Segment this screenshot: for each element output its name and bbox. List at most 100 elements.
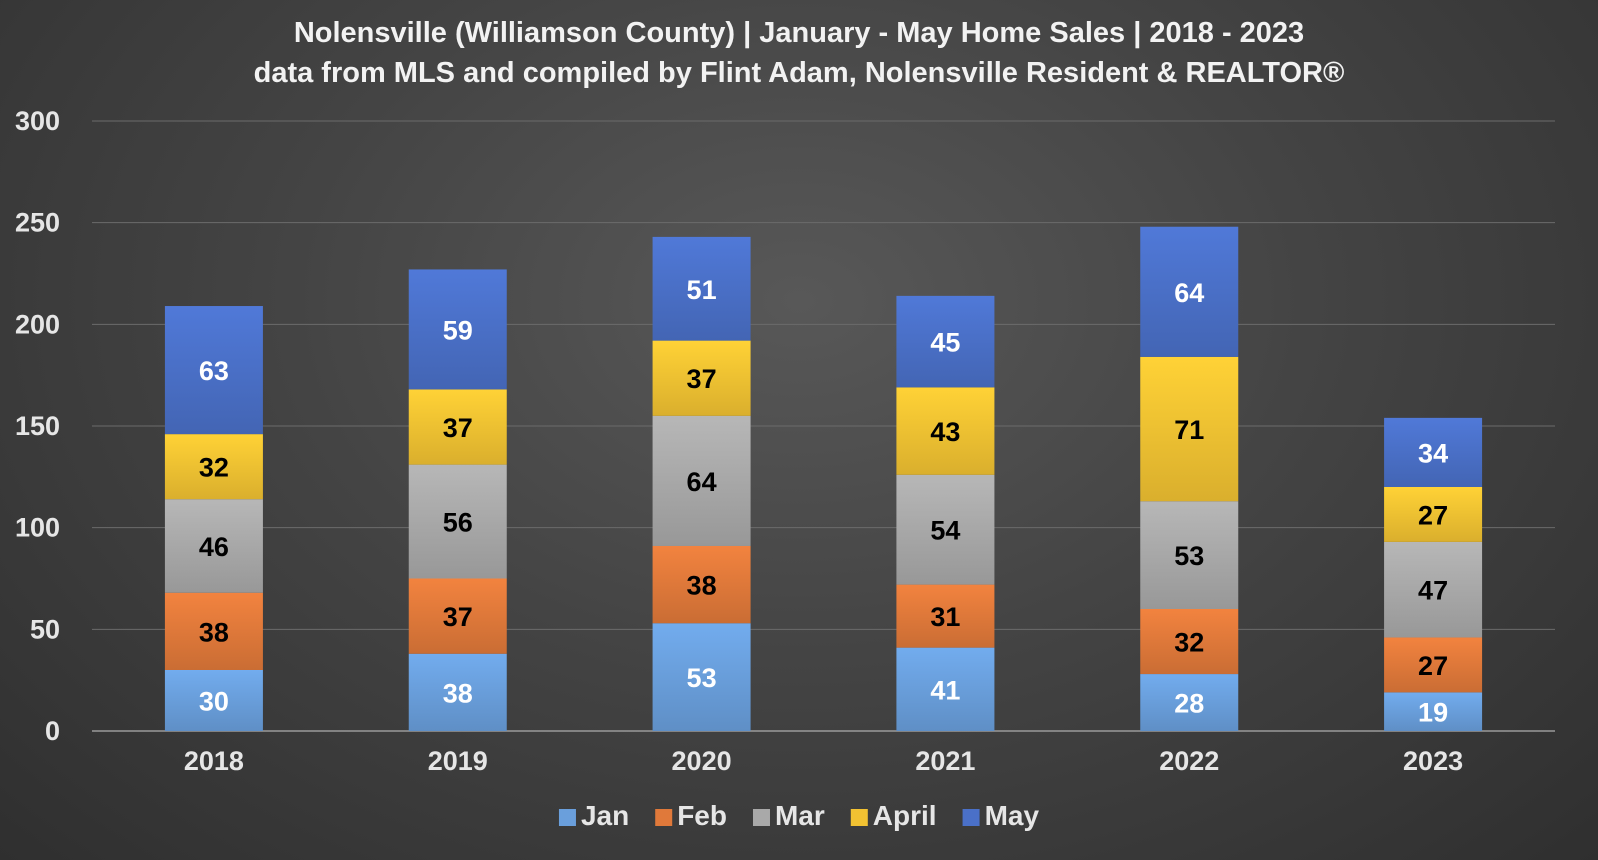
legend-swatch (655, 809, 673, 826)
x-tick-label: 2023 (1403, 746, 1463, 776)
legend-label: Feb (677, 800, 727, 831)
data-label: 37 (443, 602, 473, 632)
data-label: 46 (199, 532, 229, 562)
data-label: 31 (930, 602, 960, 632)
bar-segment-feb-2022 (1140, 609, 1239, 675)
bar-segment-feb-2019 (408, 578, 507, 654)
legend-swatch (962, 809, 980, 826)
bar-segment-may-2022 (1140, 226, 1239, 357)
data-label: 53 (1174, 541, 1204, 571)
data-label: 43 (930, 417, 960, 447)
bar-segment-mar-2021 (896, 474, 995, 585)
bar-segment-may-2020 (652, 236, 751, 341)
bar-segment-april-2019 (408, 389, 507, 465)
legend-item-april: April (850, 800, 937, 831)
x-tick-label: 2020 (672, 746, 732, 776)
data-label: 27 (1418, 651, 1448, 681)
bar-stack-2020: 53 38 64 37 51 (652, 236, 751, 731)
y-tick-label: 200 (15, 309, 60, 339)
data-label: 64 (1174, 278, 1204, 308)
y-axis-ticks: 0 50 100 150 200 250 300 (15, 106, 60, 746)
legend-label: Mar (775, 800, 825, 831)
legend-swatch (850, 809, 868, 826)
bar-segment-feb-2018 (164, 592, 263, 670)
bar-segment-jan-2019 (408, 653, 507, 731)
legend-label: Jan (581, 800, 629, 831)
bars: 30 38 46 32 63 38 37 56 37 59 53 38 64 37 51 41 31 54 43 45… (164, 226, 1483, 731)
y-tick-label: 100 (15, 513, 60, 543)
legend-item-mar: Mar (752, 800, 825, 831)
bar-segment-jan-2018 (164, 670, 263, 731)
data-label: 47 (1418, 576, 1448, 606)
y-tick-label: 150 (15, 411, 60, 441)
data-label: 27 (1418, 500, 1448, 530)
x-tick-label: 2019 (428, 746, 488, 776)
x-tick-label: 2018 (184, 746, 244, 776)
data-label: 59 (443, 315, 473, 345)
x-axis-labels: 2018 2019 2020 2021 2022 2023 (184, 746, 1463, 776)
y-tick-label: 250 (15, 208, 60, 238)
x-tick-label: 2021 (915, 746, 975, 776)
data-label: 45 (930, 328, 960, 358)
bar-segment-feb-2023 (1384, 637, 1483, 693)
data-label: 28 (1174, 689, 1204, 719)
y-tick-label: 0 (45, 716, 60, 746)
data-label: 64 (687, 467, 717, 497)
data-label: 30 (199, 687, 229, 717)
data-label: 63 (199, 356, 229, 386)
bar-segment-mar-2018 (164, 499, 263, 593)
legend-swatch (752, 809, 770, 826)
data-label: 51 (687, 275, 717, 305)
y-tick-label: 300 (15, 106, 60, 136)
bar-segment-april-2023 (1384, 487, 1483, 542)
data-label: 38 (443, 678, 473, 708)
bar-segment-jan-2022 (1140, 674, 1239, 731)
bar-segment-may-2018 (164, 306, 263, 435)
bar-segment-may-2021 (896, 295, 995, 388)
bar-segment-feb-2020 (652, 545, 751, 624)
data-label: 32 (199, 453, 229, 483)
data-label: 56 (443, 508, 473, 538)
bar-segment-mar-2022 (1140, 501, 1239, 609)
bar-stack-2021: 41 31 54 43 45 (896, 295, 995, 731)
data-label: 41 (930, 675, 960, 705)
legend-swatch (558, 809, 576, 826)
legend-label: April (873, 800, 937, 831)
bar-stack-2018: 30 38 46 32 63 (164, 306, 263, 731)
legend-item-jan: Jan (558, 800, 629, 831)
chart-title: Nolensville (Williamson County) | Januar… (294, 17, 1304, 49)
legend: Jan Feb Mar April May (558, 800, 1040, 831)
legend-label: May (985, 800, 1040, 831)
bar-segment-may-2019 (408, 269, 507, 390)
bar-stack-2019: 38 37 56 37 59 (408, 269, 507, 731)
grid-lines (92, 120, 1555, 732)
data-label: 32 (1174, 628, 1204, 658)
bar-segment-mar-2019 (408, 464, 507, 579)
bar-segment-jan-2021 (896, 647, 995, 731)
data-label: 71 (1174, 415, 1204, 445)
data-label: 34 (1418, 438, 1448, 468)
bar-segment-april-2020 (652, 340, 751, 416)
legend-item-may: May (962, 800, 1040, 831)
bar-segment-mar-2020 (652, 415, 751, 546)
data-label: 37 (687, 364, 717, 394)
bar-segment-april-2021 (896, 387, 995, 475)
chart-subtitle: data from MLS and compiled by Flint Adam… (254, 57, 1345, 89)
data-label: 54 (930, 516, 960, 546)
bar-segment-may-2023 (1384, 417, 1483, 487)
x-tick-label: 2022 (1159, 746, 1219, 776)
data-label: 53 (687, 663, 717, 693)
bar-segment-jan-2020 (652, 623, 751, 731)
bar-segment-april-2022 (1140, 356, 1239, 502)
data-label: 19 (1418, 698, 1448, 728)
y-tick-label: 50 (30, 614, 60, 644)
bar-stack-2023: 19 27 47 27 34 (1384, 417, 1483, 731)
bar-segment-feb-2021 (896, 584, 995, 648)
bar-segment-mar-2023 (1384, 541, 1483, 638)
legend-item-feb: Feb (655, 800, 727, 831)
data-label: 37 (443, 413, 473, 443)
bar-segment-jan-2023 (1384, 692, 1483, 731)
bar-stack-2022: 28 32 53 71 64 (1140, 226, 1239, 731)
